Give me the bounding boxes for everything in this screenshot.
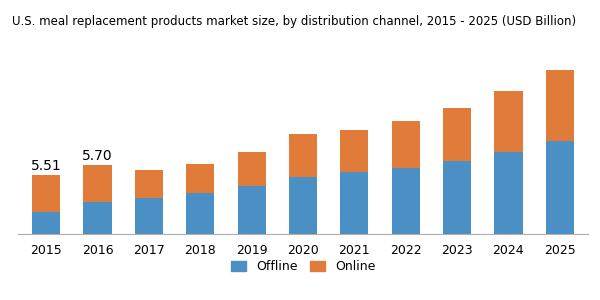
Bar bbox=[545, 141, 574, 300]
Bar bbox=[545, 70, 574, 141]
Bar bbox=[443, 108, 471, 161]
Text: 5.70: 5.70 bbox=[82, 149, 113, 163]
Bar bbox=[238, 186, 266, 300]
Bar bbox=[340, 172, 368, 300]
Bar bbox=[340, 130, 368, 172]
Bar bbox=[186, 164, 214, 193]
Bar bbox=[289, 134, 317, 177]
Bar bbox=[83, 165, 112, 202]
Bar bbox=[494, 91, 523, 152]
Text: U.S. meal replacement products market size, by distribution channel, 2015 - 2025: U.S. meal replacement products market si… bbox=[12, 15, 576, 28]
Bar bbox=[83, 202, 112, 300]
Bar bbox=[494, 152, 523, 300]
Legend: Offline, Online: Offline, Online bbox=[226, 255, 380, 278]
Bar bbox=[135, 170, 163, 198]
Bar bbox=[289, 177, 317, 300]
Bar bbox=[32, 175, 61, 212]
Bar bbox=[443, 161, 471, 300]
Bar bbox=[238, 152, 266, 186]
Bar bbox=[186, 193, 214, 300]
Bar bbox=[135, 198, 163, 300]
Bar bbox=[392, 168, 420, 300]
Bar bbox=[32, 212, 61, 300]
Bar bbox=[392, 121, 420, 168]
Text: 5.51: 5.51 bbox=[31, 159, 62, 173]
